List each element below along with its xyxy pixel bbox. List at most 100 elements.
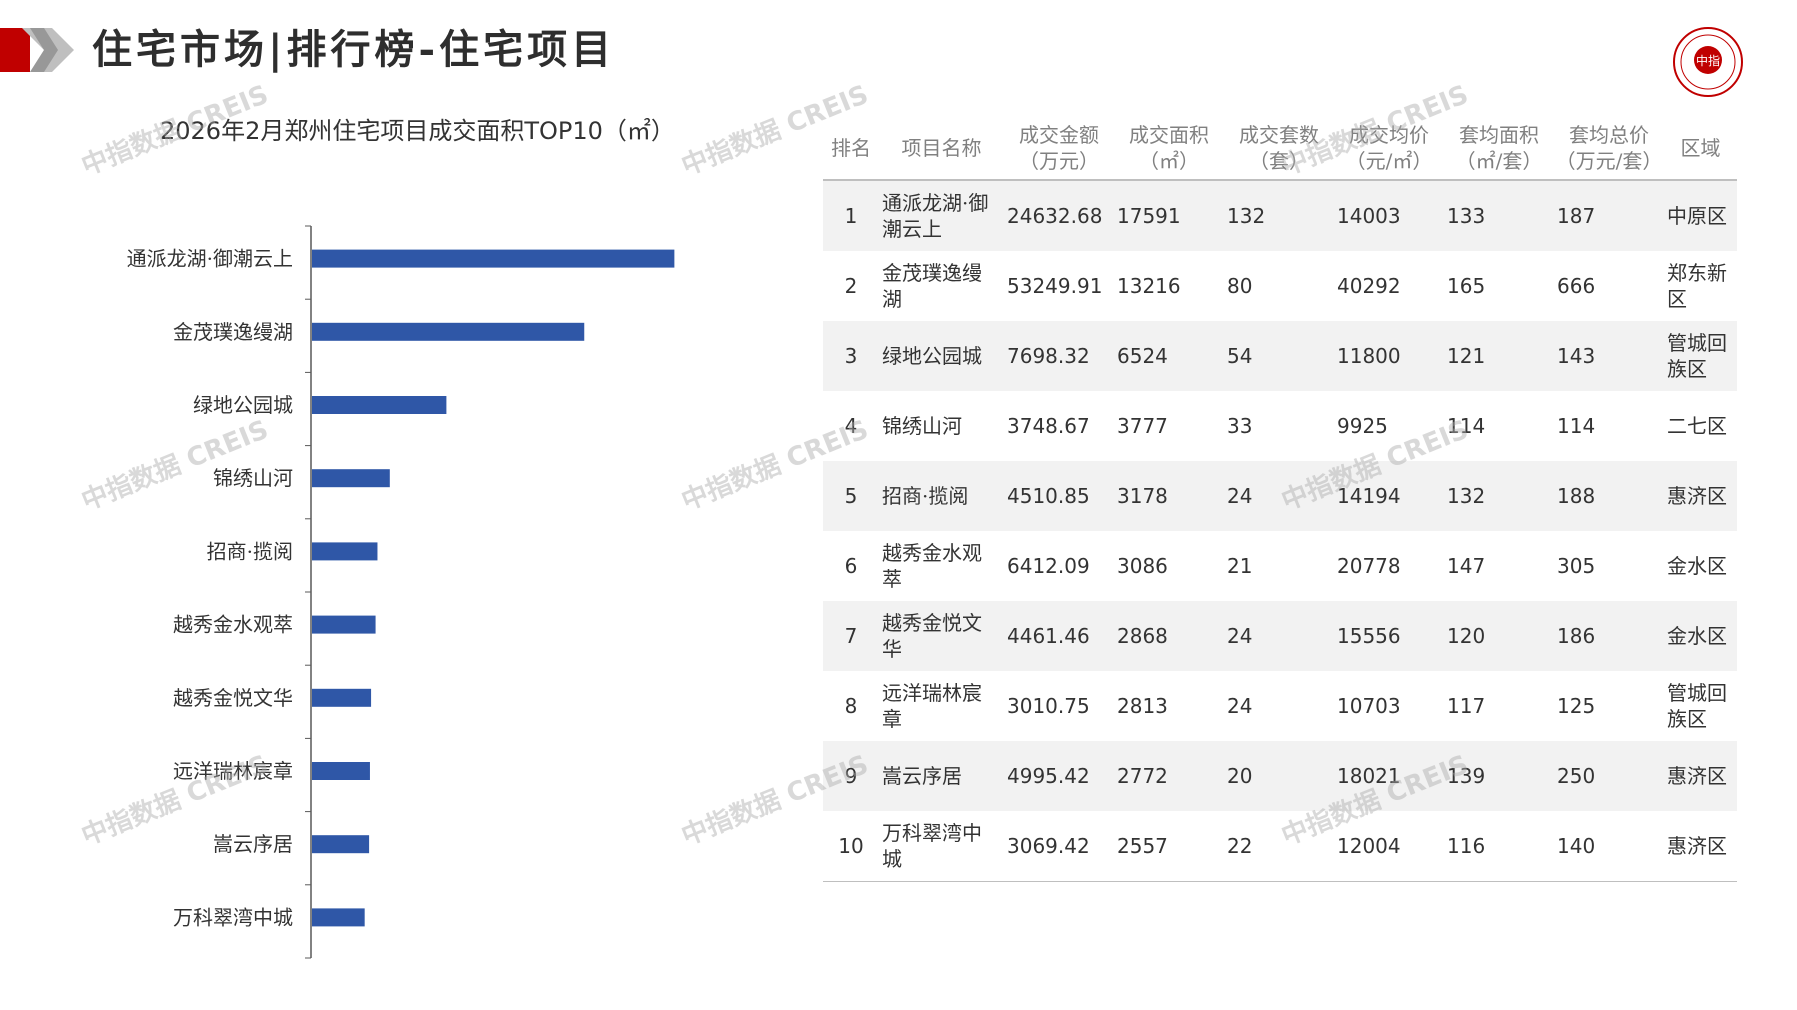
- cell-avg-total: 114: [1557, 414, 1596, 438]
- cell-avg-price: 15556: [1334, 601, 1444, 671]
- cell-rank: 2: [844, 274, 858, 298]
- cell-region: 管城回族区: [1664, 321, 1737, 391]
- cell-amount: 4461.46: [1004, 601, 1114, 671]
- bar: [312, 908, 365, 927]
- cell-region: 中原区: [1664, 180, 1737, 251]
- cell-units: 20: [1224, 741, 1334, 811]
- cell-rank: 3: [823, 321, 879, 391]
- cell-avg-area: 114: [1447, 414, 1486, 438]
- category-label: 招商·揽阅: [207, 539, 293, 563]
- cell-region: 惠济区: [1664, 811, 1737, 882]
- bar: [312, 688, 372, 707]
- bar: [312, 469, 390, 488]
- cell-amount: 6412.09: [1007, 554, 1090, 578]
- cell-units: 22: [1224, 811, 1334, 882]
- ranking-table: 排名 项目名称 成交金额 （万元） 成交面积 （㎡） 成交套数 （套） 成交均价 （元/…: [823, 117, 1737, 882]
- table-header-row: 排名 项目名称 成交金额 （万元） 成交面积 （㎡） 成交套数 （套） 成交均价 （元/…: [823, 117, 1737, 181]
- cell-project-name: 通派龙湖·御潮云上: [879, 180, 1004, 251]
- cell-avg-total: 666: [1557, 274, 1596, 298]
- table-row: 8 远洋瑞林宸章 3010.75 2813 24 10703 117 125 管城回族区: [823, 671, 1737, 741]
- header-rank: 排名: [823, 117, 879, 181]
- cell-avg-price: 14194: [1334, 461, 1444, 531]
- cell-region: 管城回族区: [1667, 681, 1727, 731]
- cell-region: 惠济区: [1664, 741, 1737, 811]
- table-row: 1 通派龙湖·御潮云上 24632.68 17591 132 14003 133 187 中原区: [823, 180, 1737, 251]
- cell-avg-price: 9925: [1337, 414, 1388, 438]
- cell-rank: 4: [844, 414, 858, 438]
- header-units: 成交套数 （套）: [1224, 117, 1334, 181]
- cell-rank: 5: [823, 461, 879, 531]
- cell-rank: 10: [823, 811, 879, 882]
- bar: [312, 762, 370, 780]
- category-label: 金茂璞逸缦湖: [173, 320, 293, 344]
- category-label: 越秀金悦文华: [173, 686, 293, 710]
- category-label: 通派龙湖·御潮云上: [127, 247, 293, 271]
- table-row: 2 金茂璞逸缦湖 53249.91 13216 80 40292 165 666 郑东新区: [823, 251, 1737, 321]
- cell-area: 2557: [1114, 811, 1224, 882]
- cell-units: 54: [1224, 321, 1334, 391]
- cell-project-name: 锦绣山河: [882, 414, 962, 438]
- table-row: 5 招商·揽阅 4510.85 3178 24 14194 132 188 惠济区: [823, 461, 1737, 531]
- cell-area: 13216: [1117, 274, 1181, 298]
- category-label: 锦绣山河: [213, 466, 293, 490]
- cell-project-name: 越秀金水观萃: [882, 541, 982, 591]
- cell-region: 金水区: [1664, 601, 1737, 671]
- cell-project-name: 绿地公园城: [879, 321, 1004, 391]
- cell-avg-price: 11800: [1334, 321, 1444, 391]
- header-region: 区域: [1664, 117, 1737, 181]
- cell-avg-total: 143: [1554, 321, 1664, 391]
- category-label: 万科翠湾中城: [173, 905, 293, 929]
- page-title: 住宅市场|排行榜-住宅项目: [92, 26, 616, 73]
- cell-avg-total: 250: [1554, 741, 1664, 811]
- cell-avg-total: 188: [1554, 461, 1664, 531]
- cell-project-name: 万科翠湾中城: [879, 811, 1004, 882]
- cell-units: 33: [1227, 414, 1253, 438]
- cell-project-name: 嵩云序居: [879, 741, 1004, 811]
- cell-avg-total: 187: [1554, 180, 1664, 251]
- cell-avg-area: 139: [1444, 741, 1554, 811]
- cell-avg-area: 165: [1447, 274, 1486, 298]
- cell-units: 24: [1224, 461, 1334, 531]
- cell-project-name: 远洋瑞林宸章: [882, 681, 982, 731]
- table-row: 6 越秀金水观萃 6412.09 3086 21 20778 147 305 金水区: [823, 531, 1737, 601]
- cell-amount: 4995.42: [1004, 741, 1114, 811]
- header-project-name: 项目名称: [879, 117, 1004, 181]
- cell-avg-area: 133: [1444, 180, 1554, 251]
- cell-avg-area: 132: [1444, 461, 1554, 531]
- cell-rank: 8: [844, 694, 858, 718]
- cell-avg-price: 14003: [1334, 180, 1444, 251]
- table-row: 10 万科翠湾中城 3069.42 2557 22 12004 116 140 惠济区: [823, 811, 1737, 882]
- cell-avg-price: 40292: [1337, 274, 1401, 298]
- bar-chart: 通派龙湖·御潮云上金茂璞逸缦湖绿地公园城锦绣山河招商·揽阅越秀金水观萃越秀金悦文…: [127, 225, 675, 959]
- cell-region: 二七区: [1667, 414, 1727, 438]
- cell-avg-total: 125: [1557, 694, 1596, 718]
- header-avg-price: 成交均价 （元/㎡）: [1334, 117, 1444, 181]
- cell-units: 24: [1227, 694, 1253, 718]
- cell-rank: 9: [823, 741, 879, 811]
- table-row: 4 锦绣山河 3748.67 3777 33 9925 114 114 二七区: [823, 391, 1737, 461]
- cell-area: 3777: [1117, 414, 1168, 438]
- cell-amount: 4510.85: [1004, 461, 1114, 531]
- table-row: 3 绿地公园城 7698.32 6524 54 11800 121 143 管城回族区: [823, 321, 1737, 391]
- category-label: 绿地公园城: [193, 393, 293, 417]
- header-avg-total: 套均总价 （万元/套）: [1554, 117, 1664, 181]
- bar: [312, 542, 378, 561]
- header-avg-area: 套均面积 （㎡/套）: [1444, 117, 1554, 181]
- cell-amount: 3748.67: [1007, 414, 1090, 438]
- header-amount: 成交金额 （万元）: [1004, 117, 1114, 181]
- cell-units: 24: [1224, 601, 1334, 671]
- bar: [312, 396, 447, 414]
- cell-region: 金水区: [1667, 554, 1727, 578]
- cell-avg-price: 12004: [1334, 811, 1444, 882]
- cell-amount: 7698.32: [1004, 321, 1114, 391]
- cell-avg-total: 186: [1554, 601, 1664, 671]
- cell-avg-area: 116: [1444, 811, 1554, 882]
- bar: [312, 615, 376, 634]
- bar: [312, 249, 675, 268]
- cell-area: 6524: [1114, 321, 1224, 391]
- cell-units: 80: [1227, 274, 1253, 298]
- cell-units: 132: [1224, 180, 1334, 251]
- cell-area: 2772: [1114, 741, 1224, 811]
- creis-logo-icon: 中指: [1673, 27, 1743, 97]
- header-decoration: [0, 28, 74, 72]
